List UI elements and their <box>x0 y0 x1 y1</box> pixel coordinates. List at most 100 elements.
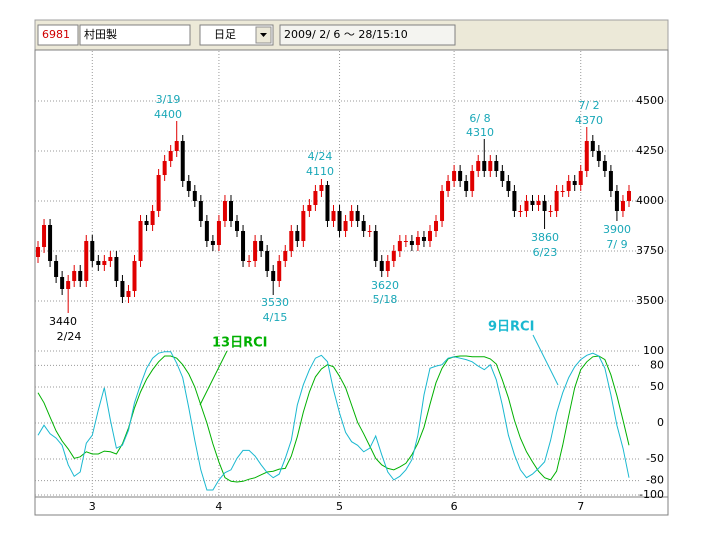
period-select[interactable] <box>199 24 274 46</box>
candle-body <box>524 201 529 211</box>
candle-body <box>247 261 252 262</box>
candle-body <box>60 277 65 289</box>
x-tick-label: 4 <box>215 500 222 513</box>
y-tick-label: 3500 <box>636 294 664 307</box>
y2-tick-label: 50 <box>650 380 664 393</box>
code-box[interactable] <box>37 24 79 46</box>
candle-body <box>596 151 601 161</box>
datetime-box <box>279 24 456 46</box>
annotation-date: 5/18 <box>373 293 398 306</box>
candle-body <box>210 241 215 245</box>
series-label: 9日RCI <box>488 320 534 335</box>
candle-body <box>235 221 240 231</box>
candle-body <box>192 191 197 201</box>
annotation-value: 4310 <box>466 126 494 139</box>
annotation-value: 4110 <box>306 165 334 178</box>
datetime: 2009/ 2/ 6 ～ 28/15:10 <box>284 28 408 41</box>
label-pointer <box>199 350 228 406</box>
series-label: 13日RCI <box>212 336 267 351</box>
candle-body <box>355 211 360 221</box>
candle-body <box>506 181 511 191</box>
candle-body <box>548 211 553 212</box>
candle-body <box>180 141 185 181</box>
candle-body <box>156 175 161 211</box>
candle-body <box>108 257 113 261</box>
candle-body <box>554 191 559 211</box>
candle-body <box>186 181 191 191</box>
annotation-value: 3530 <box>261 296 289 309</box>
candle-body <box>500 171 505 181</box>
candle-body <box>434 221 439 231</box>
y2-tick-label: 0 <box>657 416 664 429</box>
candle-body <box>162 161 167 175</box>
chart-frame <box>34 49 669 516</box>
annotation-value: 3900 <box>603 223 631 236</box>
candle-body <box>536 201 541 205</box>
candle-body <box>566 181 571 191</box>
candle-body <box>72 271 77 281</box>
candle-body <box>84 241 89 281</box>
candle-body <box>343 221 348 231</box>
candle-body <box>132 261 137 291</box>
candle-body <box>102 261 107 265</box>
candle-body <box>476 161 481 171</box>
annotation-value: 4370 <box>575 114 603 127</box>
candle-body <box>54 261 59 277</box>
name-box <box>79 24 191 46</box>
candle-body <box>385 261 390 271</box>
candle-body <box>271 271 276 281</box>
annotation-date: 7/ 2 <box>578 99 599 112</box>
candle-body <box>204 221 209 241</box>
candle-body <box>518 211 523 212</box>
candle-body <box>403 241 408 242</box>
candle-body <box>608 171 613 191</box>
candle-body <box>367 231 372 232</box>
candle-body <box>602 161 607 171</box>
candle-body <box>446 181 451 191</box>
y2-tick-label: -50 <box>646 452 664 465</box>
candle-body <box>397 241 402 251</box>
candle-body <box>48 225 53 261</box>
x-tick-label: 5 <box>336 500 343 513</box>
candle-body <box>379 261 384 271</box>
candle-body <box>361 221 366 231</box>
candle-body <box>415 237 420 245</box>
annotation-date: 6/23 <box>533 246 558 259</box>
candle-body <box>96 261 101 265</box>
candle-body <box>241 231 246 261</box>
annotation-date: 3/19 <box>156 93 181 106</box>
candle-body <box>452 171 457 181</box>
candle-body <box>337 211 342 231</box>
candle-body <box>427 231 432 241</box>
candle-body <box>150 211 155 225</box>
candle-body <box>578 171 583 185</box>
y2-tick-label: -80 <box>646 474 664 487</box>
annotation-value: 3440 <box>49 315 77 328</box>
candle-body <box>36 247 41 257</box>
candle-body <box>283 251 288 261</box>
candle-body <box>289 231 294 251</box>
candle-body <box>331 211 336 221</box>
candle-body <box>168 151 173 161</box>
candle-body <box>409 241 414 245</box>
period-value: 日足 <box>214 28 236 41</box>
x-tick-label: 7 <box>577 500 584 513</box>
annotation-date: 2/24 <box>57 330 82 343</box>
rci-line <box>37 355 630 483</box>
candle-body <box>126 291 131 297</box>
candle-body <box>198 201 203 221</box>
stock-code: 6981 <box>42 28 70 41</box>
y-tick-label: 4500 <box>636 94 664 107</box>
y-tick-label: 4000 <box>636 194 664 207</box>
candle-body <box>222 201 227 221</box>
candle-body <box>530 201 535 205</box>
y2-tick-label: 100 <box>643 344 664 357</box>
candle-body <box>488 161 493 171</box>
candle-body <box>464 181 469 191</box>
candle-body <box>120 281 125 297</box>
candle-body <box>458 171 463 181</box>
annotation-value: 3860 <box>531 231 559 244</box>
candle-body <box>228 201 233 221</box>
candle-body <box>482 161 487 171</box>
